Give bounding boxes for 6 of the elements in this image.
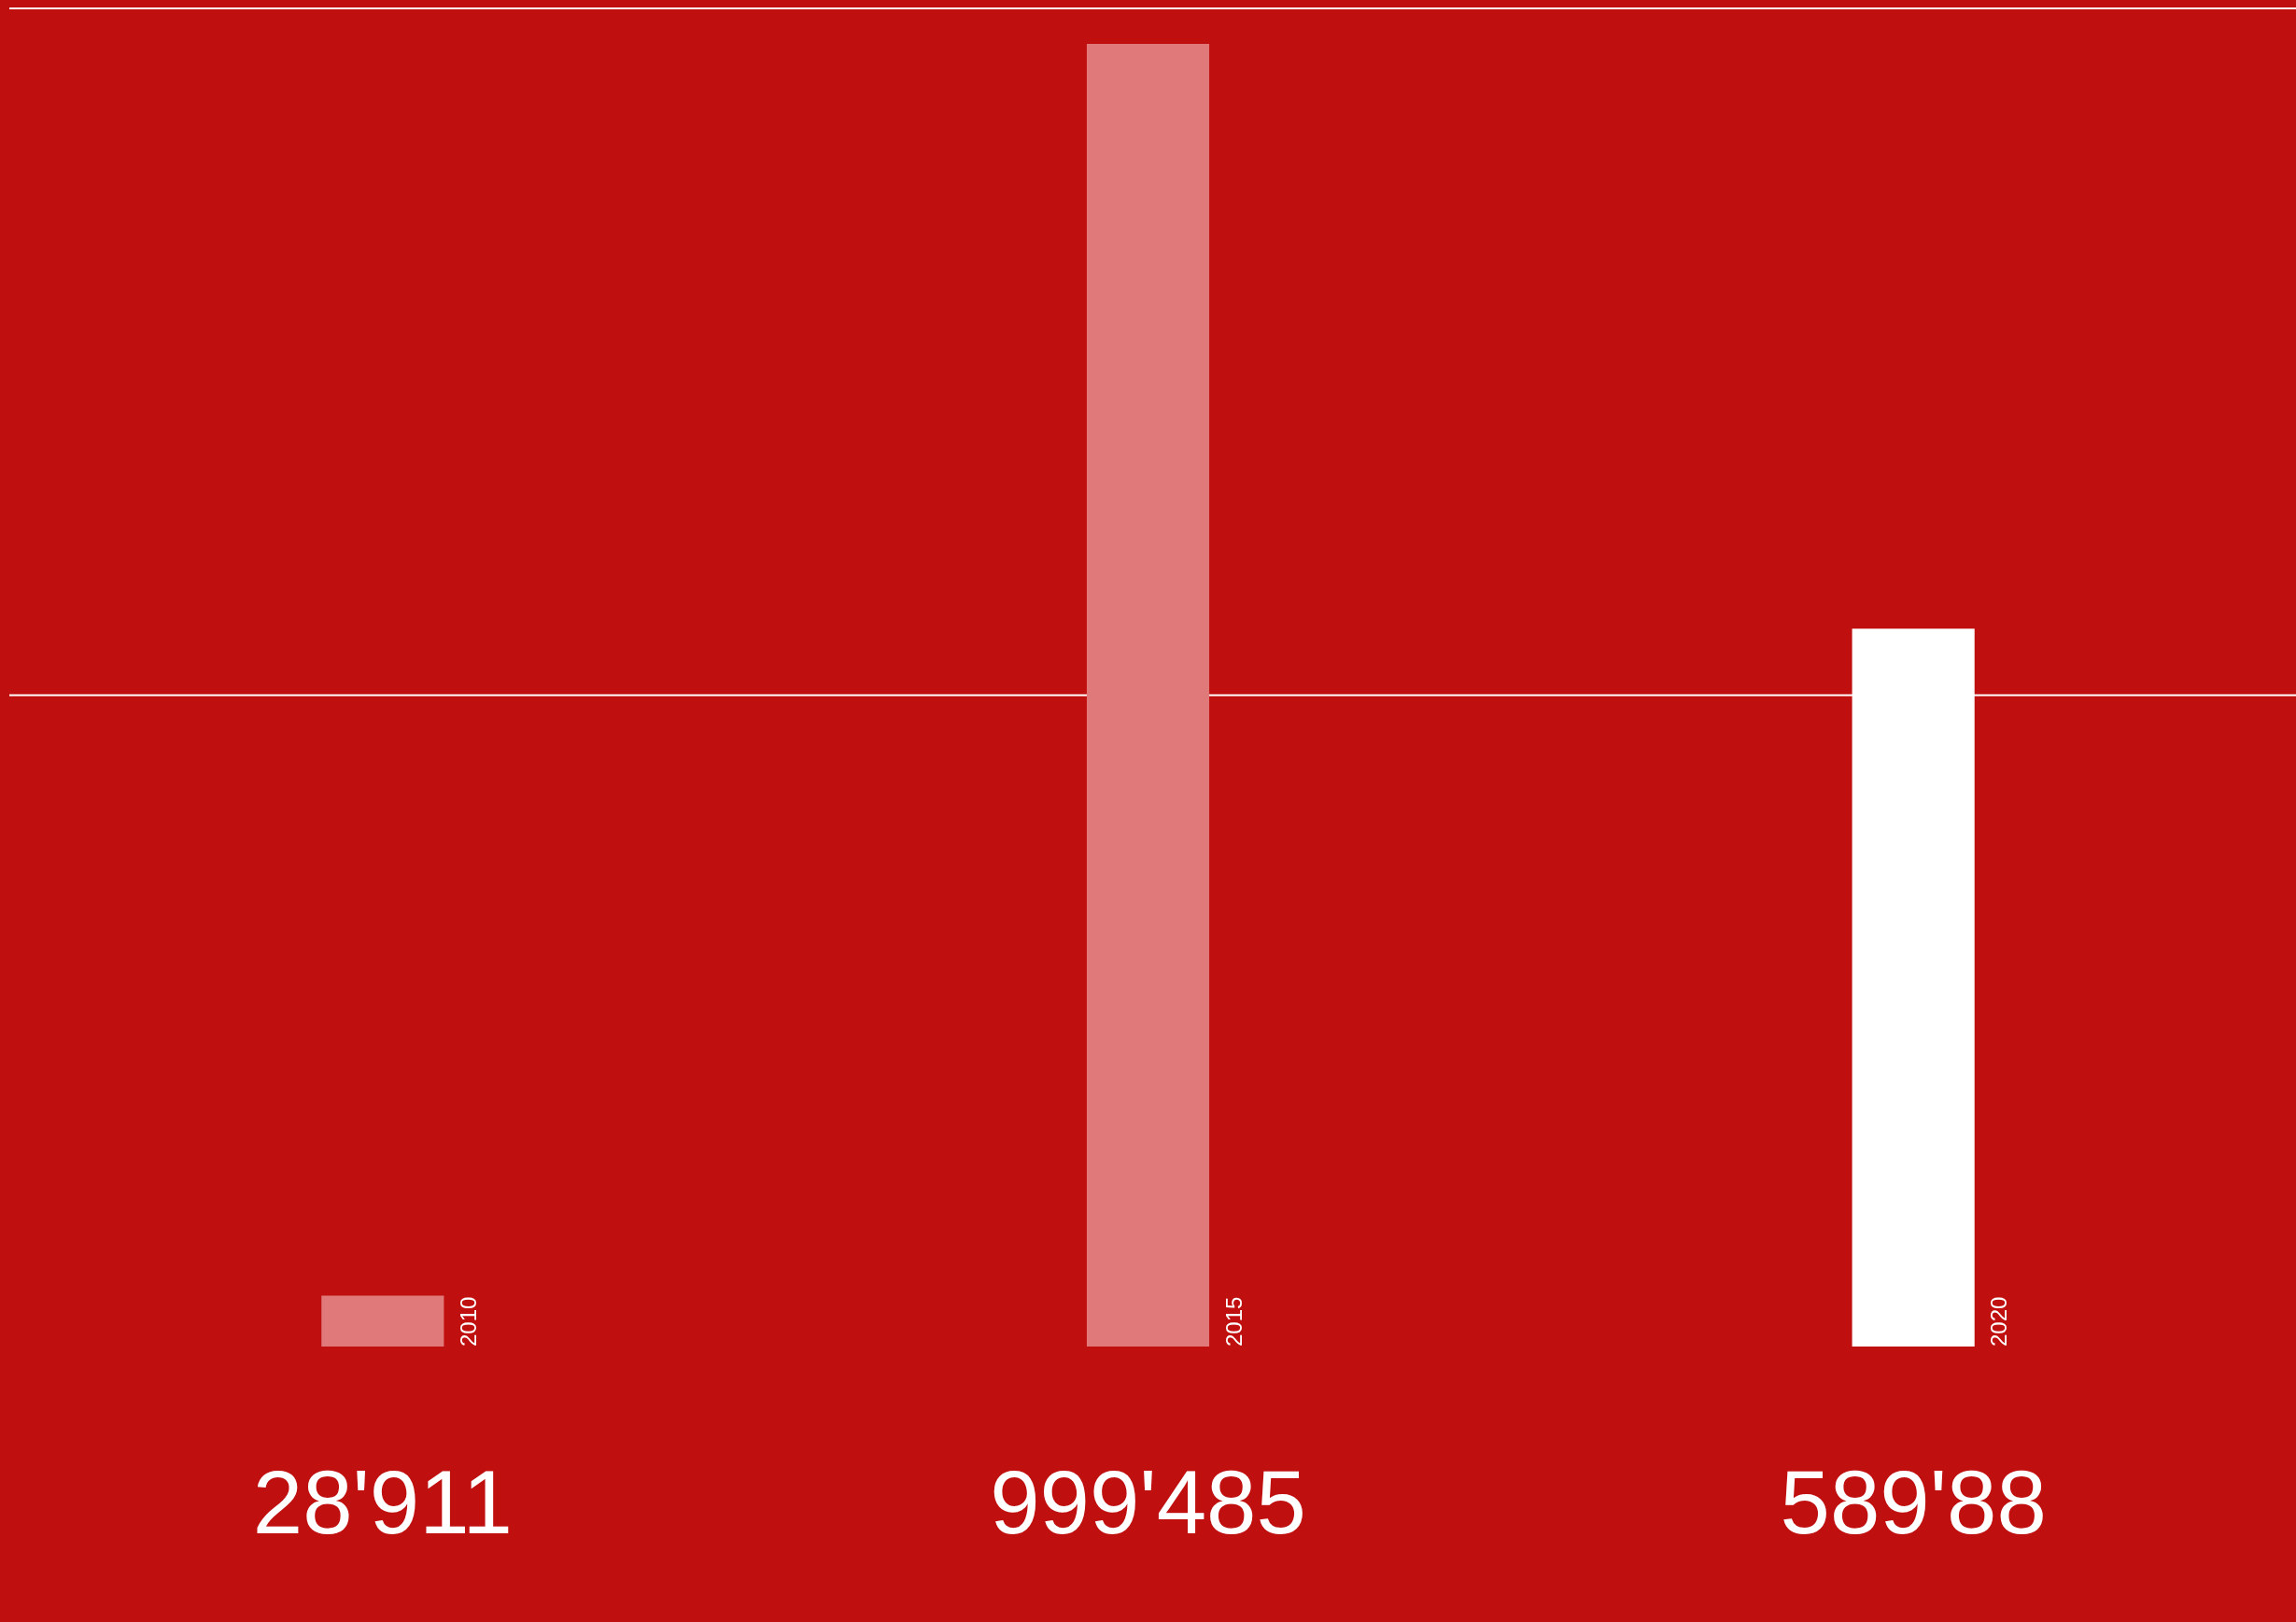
x-tick-label: 2010 [456,1296,482,1347]
x-tick-label: 2020 [1986,1296,2012,1347]
x-tick-label: 2015 [1220,1296,1247,1347]
text: 589'88 [1780,1452,2047,1552]
text: 999'485 [990,1452,1306,1552]
text: 28'911 [252,1452,513,1552]
